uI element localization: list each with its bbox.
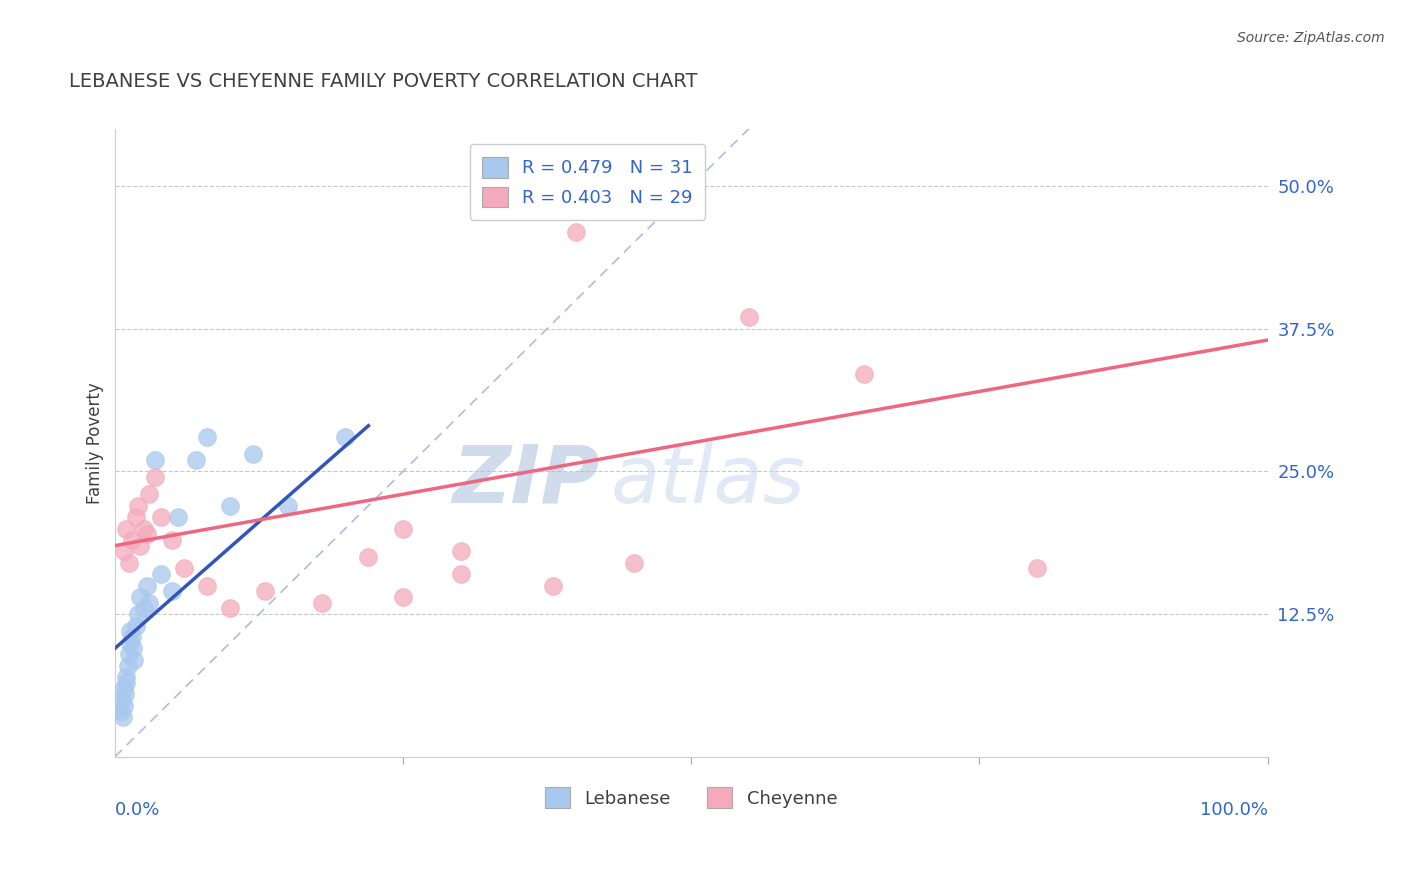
- Point: [853, 368, 876, 382]
- Point: [392, 521, 415, 535]
- Text: 0.0%: 0.0%: [115, 801, 160, 819]
- Point: [118, 624, 141, 639]
- Legend: Lebanese, Cheyenne: Lebanese, Cheyenne: [536, 778, 846, 817]
- Point: [124, 653, 146, 667]
- Point: [127, 499, 149, 513]
- Text: Source: ZipAtlas.com: Source: ZipAtlas.com: [1237, 31, 1385, 45]
- Point: [115, 670, 138, 684]
- Point: [115, 675, 138, 690]
- Point: [242, 447, 264, 461]
- Text: ZIP: ZIP: [451, 442, 599, 519]
- Point: [738, 310, 761, 325]
- Point: [129, 539, 152, 553]
- Text: atlas: atlas: [610, 442, 806, 519]
- Point: [127, 607, 149, 622]
- Point: [136, 527, 159, 541]
- Point: [143, 470, 166, 484]
- Point: [138, 596, 160, 610]
- Point: [450, 567, 472, 582]
- Point: [162, 533, 184, 547]
- Point: [623, 556, 645, 570]
- Point: [195, 579, 218, 593]
- Point: [121, 630, 143, 644]
- Point: [132, 521, 155, 535]
- Point: [117, 658, 139, 673]
- Point: [1026, 561, 1049, 575]
- Point: [132, 601, 155, 615]
- Point: [162, 584, 184, 599]
- Point: [129, 590, 152, 604]
- Point: [112, 698, 135, 713]
- Point: [143, 453, 166, 467]
- Point: [124, 510, 146, 524]
- Text: LEBANESE VS CHEYENNE FAMILY POVERTY CORRELATION CHART: LEBANESE VS CHEYENNE FAMILY POVERTY CORR…: [69, 72, 697, 91]
- Point: [541, 579, 564, 593]
- Point: [219, 499, 242, 513]
- Point: [277, 499, 299, 513]
- Point: [118, 636, 141, 650]
- Point: [450, 544, 472, 558]
- Point: [118, 556, 141, 570]
- Point: [195, 430, 218, 444]
- Point: [149, 567, 172, 582]
- Point: [112, 681, 135, 696]
- Point: [149, 510, 172, 524]
- Point: [115, 521, 138, 535]
- Point: [392, 590, 415, 604]
- Point: [110, 704, 132, 718]
- Point: [357, 550, 380, 565]
- Y-axis label: Family Poverty: Family Poverty: [86, 382, 104, 504]
- Point: [118, 647, 141, 661]
- Point: [565, 225, 588, 239]
- Point: [124, 618, 146, 632]
- Point: [253, 584, 276, 599]
- Point: [167, 510, 190, 524]
- Point: [173, 561, 195, 575]
- Point: [184, 453, 207, 467]
- Point: [219, 601, 242, 615]
- Point: [335, 430, 357, 444]
- Point: [111, 693, 134, 707]
- Point: [136, 579, 159, 593]
- Text: 100.0%: 100.0%: [1199, 801, 1268, 819]
- Point: [112, 544, 135, 558]
- Point: [114, 687, 136, 701]
- Point: [121, 533, 143, 547]
- Point: [122, 641, 145, 656]
- Point: [111, 710, 134, 724]
- Point: [138, 487, 160, 501]
- Point: [311, 596, 333, 610]
